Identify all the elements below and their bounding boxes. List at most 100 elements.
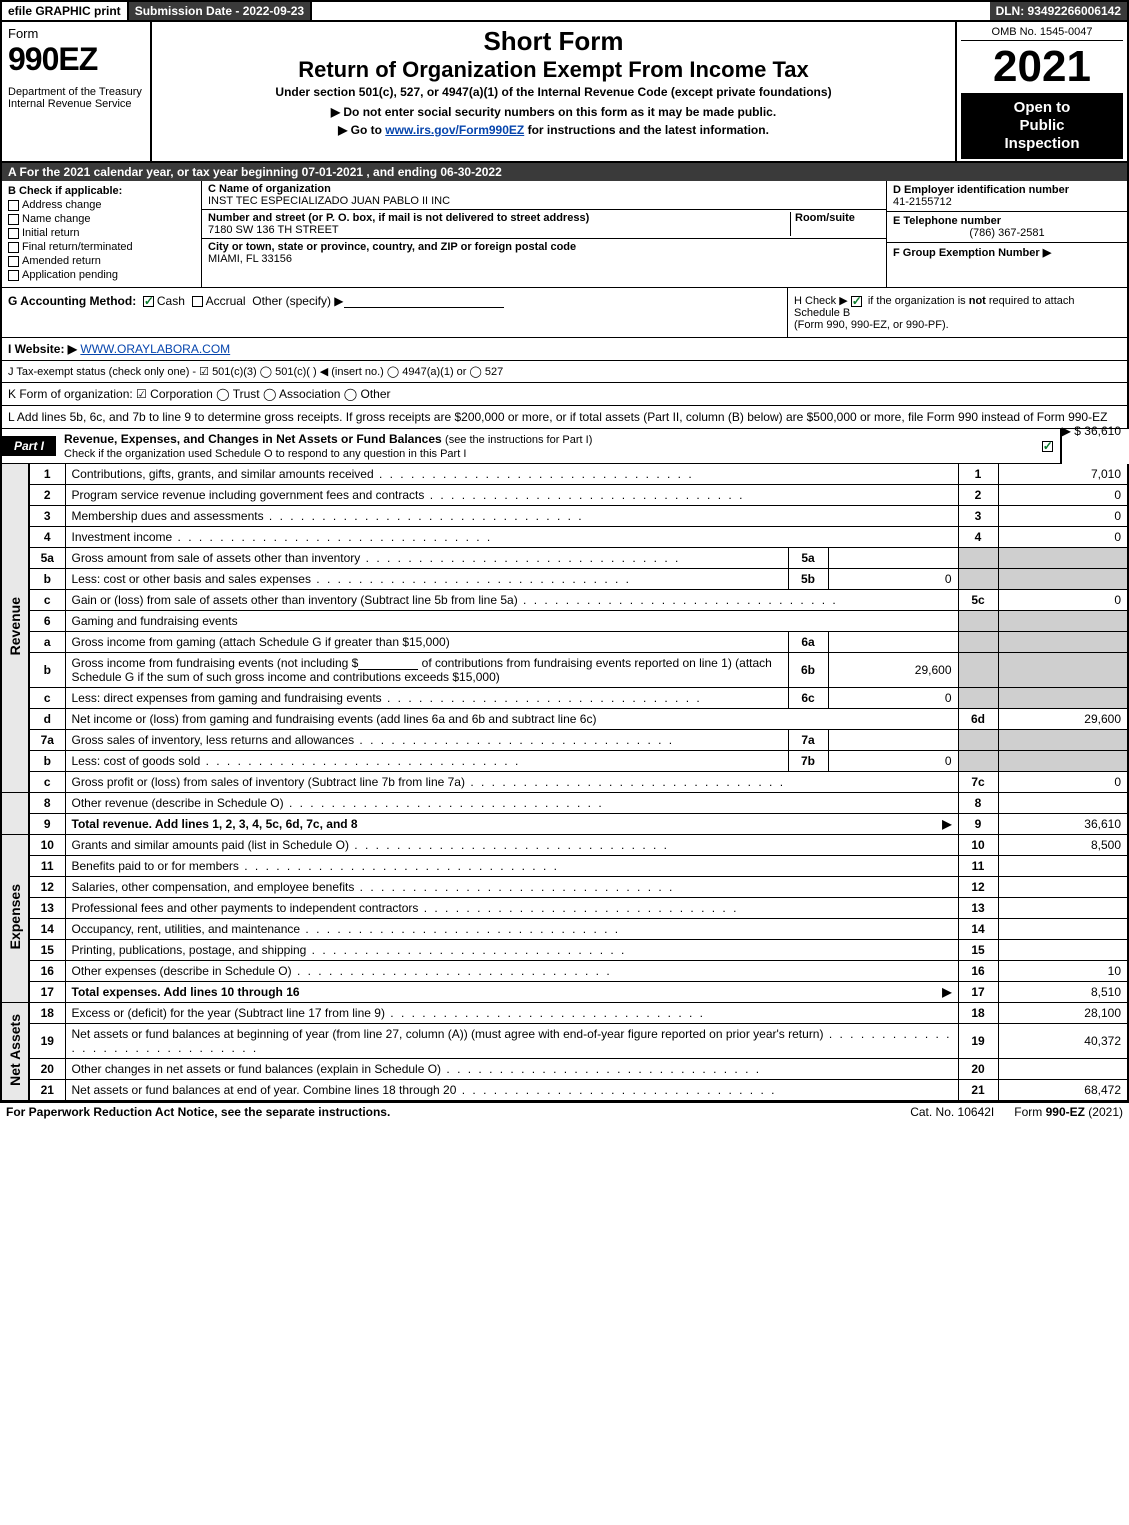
efile-print[interactable]: efile GRAPHIC print bbox=[2, 2, 129, 20]
r6-rv bbox=[998, 611, 1128, 632]
r6-rn bbox=[958, 611, 998, 632]
r9-rv: 36,610 bbox=[998, 814, 1128, 835]
omb-number: OMB No. 1545-0047 bbox=[961, 24, 1123, 41]
r6a-sl: 6a bbox=[788, 632, 828, 653]
dept-treasury: Department of the Treasury bbox=[8, 86, 144, 98]
room-label: Room/suite bbox=[795, 212, 855, 224]
open-to-public: Open to Public Inspection bbox=[961, 93, 1123, 159]
r7c-rn: 7c bbox=[958, 772, 998, 793]
r5b-rv bbox=[998, 569, 1128, 590]
row-20: 20 Other changes in net assets or fund b… bbox=[1, 1059, 1128, 1080]
r16-text: Other expenses (describe in Schedule O) bbox=[65, 961, 958, 982]
row-11: 11 Benefits paid to or for members 11 bbox=[1, 856, 1128, 877]
r1-rn: 1 bbox=[958, 464, 998, 485]
r11-text: Benefits paid to or for members bbox=[65, 856, 958, 877]
r6b-num: b bbox=[29, 653, 65, 688]
line-j-tax-exempt: J Tax-exempt status (check only one) - ☑… bbox=[0, 361, 1129, 383]
r20-rn: 20 bbox=[958, 1059, 998, 1080]
h-text4: (Form 990, 990-EZ, or 990-PF). bbox=[794, 319, 949, 331]
row-13: 13 Professional fees and other payments … bbox=[1, 898, 1128, 919]
addr-label: Number and street (or P. O. box, if mail… bbox=[208, 212, 589, 224]
chk-final-return[interactable]: Final return/terminated bbox=[8, 241, 195, 253]
r20-rv bbox=[998, 1059, 1128, 1080]
website-link[interactable]: WWW.ORAYLABORA.COM bbox=[80, 342, 230, 356]
r7b-sv: 0 bbox=[828, 751, 958, 772]
line-l-text: L Add lines 5b, 6c, and 7b to line 9 to … bbox=[8, 410, 1107, 424]
r6a-sv bbox=[828, 632, 958, 653]
row-10: Expenses 10 Grants and similar amounts p… bbox=[1, 835, 1128, 856]
part1-schedule-o-checkbox[interactable] bbox=[1038, 439, 1060, 453]
ssn-warning: ▶ Do not enter social security numbers o… bbox=[160, 105, 947, 119]
row-6d: d Net income or (loss) from gaming and f… bbox=[1, 709, 1128, 730]
r16-rv: 10 bbox=[998, 961, 1128, 982]
r6b-blank[interactable] bbox=[358, 656, 418, 670]
chk-amended-return[interactable]: Amended return bbox=[8, 255, 195, 267]
form-ident: Form 990EZ Department of the Treasury In… bbox=[2, 22, 152, 161]
footer-right: Form 990-EZ (2021) bbox=[1014, 1105, 1123, 1119]
row-21: 21 Net assets or fund balances at end of… bbox=[1, 1080, 1128, 1101]
g-other: Other (specify) ▶ bbox=[252, 294, 343, 308]
chk-h[interactable] bbox=[851, 296, 862, 307]
row-15: 15 Printing, publications, postage, and … bbox=[1, 940, 1128, 961]
g-accrual: Accrual bbox=[206, 294, 246, 308]
footer-left: For Paperwork Reduction Act Notice, see … bbox=[6, 1105, 890, 1119]
return-title: Return of Organization Exempt From Incom… bbox=[160, 57, 947, 83]
r5c-num: c bbox=[29, 590, 65, 611]
short-form-title: Short Form bbox=[160, 26, 947, 57]
row-6b: b Gross income from fundraising events (… bbox=[1, 653, 1128, 688]
chk-name-change[interactable]: Name change bbox=[8, 213, 195, 225]
tax-year: 2021 bbox=[961, 41, 1123, 93]
r7c-rv: 0 bbox=[998, 772, 1128, 793]
r6d-text: Net income or (loss) from gaming and fun… bbox=[65, 709, 958, 730]
h-text1: H Check ▶ bbox=[794, 295, 851, 307]
box-b-label: B Check if applicable: bbox=[8, 185, 195, 197]
row-5c: c Gain or (loss) from sale of assets oth… bbox=[1, 590, 1128, 611]
r6b-text: Gross income from fundraising events (no… bbox=[65, 653, 788, 688]
box-b: B Check if applicable: Address change Na… bbox=[2, 181, 202, 287]
chk-address-change[interactable]: Address change bbox=[8, 199, 195, 211]
r11-num: 11 bbox=[29, 856, 65, 877]
r6d-num: d bbox=[29, 709, 65, 730]
r2-rv: 0 bbox=[998, 485, 1128, 506]
r18-rv: 28,100 bbox=[998, 1003, 1128, 1024]
r5b-text: Less: cost or other basis and sales expe… bbox=[65, 569, 788, 590]
irs-link[interactable]: www.irs.gov/Form990EZ bbox=[385, 123, 524, 137]
r6c-text: Less: direct expenses from gaming and fu… bbox=[65, 688, 788, 709]
f-label: F Group Exemption Number ▶ bbox=[893, 247, 1051, 259]
r6-text: Gaming and fundraising events bbox=[65, 611, 958, 632]
r6c-rn bbox=[958, 688, 998, 709]
ein-value: 41-2155712 bbox=[893, 196, 952, 208]
r17-num: 17 bbox=[29, 982, 65, 1003]
r3-rn: 3 bbox=[958, 506, 998, 527]
d-label: D Employer identification number bbox=[893, 184, 1069, 196]
chk-cash[interactable] bbox=[143, 296, 154, 307]
r16-num: 16 bbox=[29, 961, 65, 982]
r12-text: Salaries, other compensation, and employ… bbox=[65, 877, 958, 898]
row-7a: 7a Gross sales of inventory, less return… bbox=[1, 730, 1128, 751]
g-other-field[interactable] bbox=[344, 294, 504, 308]
gh-row: G Accounting Method: Cash Accrual Other … bbox=[0, 288, 1129, 338]
box-h: H Check ▶ if the organization is not req… bbox=[787, 288, 1127, 337]
r5c-text: Gain or (loss) from sale of assets other… bbox=[65, 590, 958, 611]
open2: Public bbox=[963, 117, 1121, 135]
line-a-tax-year: A For the 2021 calendar year, or tax yea… bbox=[0, 163, 1129, 181]
r6c-num: c bbox=[29, 688, 65, 709]
chk-application-pending[interactable]: Application pending bbox=[8, 269, 195, 281]
line-i-website: I Website: ▶ WWW.ORAYLABORA.COM bbox=[0, 338, 1129, 361]
r6c-rv bbox=[998, 688, 1128, 709]
chk-initial-return[interactable]: Initial return bbox=[8, 227, 195, 239]
chk-accrual[interactable] bbox=[192, 296, 203, 307]
r6a-text: Gross income from gaming (attach Schedul… bbox=[65, 632, 788, 653]
row-4: 4 Investment income 4 0 bbox=[1, 527, 1128, 548]
r16-rn: 16 bbox=[958, 961, 998, 982]
r6a-num: a bbox=[29, 632, 65, 653]
r6d-rn: 6d bbox=[958, 709, 998, 730]
r8-num: 8 bbox=[29, 793, 65, 814]
r7b-num: b bbox=[29, 751, 65, 772]
r6d-rv: 29,600 bbox=[998, 709, 1128, 730]
r13-num: 13 bbox=[29, 898, 65, 919]
r2-rn: 2 bbox=[958, 485, 998, 506]
part1-tab: Part I bbox=[2, 436, 56, 456]
r15-rn: 15 bbox=[958, 940, 998, 961]
open1: Open to bbox=[963, 99, 1121, 117]
